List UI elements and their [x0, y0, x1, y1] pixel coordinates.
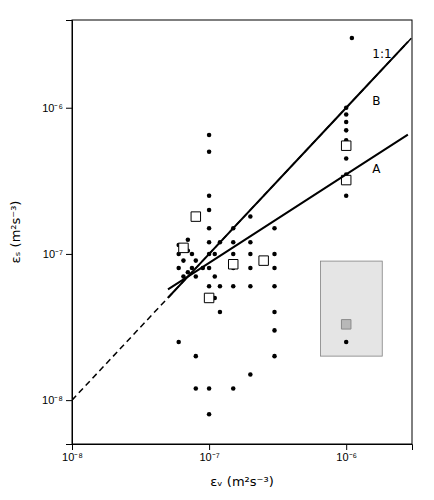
tick-label: 10⁻⁶ — [42, 102, 63, 114]
dot — [213, 274, 218, 279]
tick-mark — [209, 444, 210, 450]
dot — [218, 310, 223, 315]
tick-label: 10⁻⁸ — [62, 451, 83, 463]
dot — [207, 240, 212, 245]
dot — [350, 36, 355, 41]
dot — [272, 354, 277, 359]
line — [168, 135, 408, 290]
square-marker — [259, 256, 268, 265]
shaded-region — [321, 261, 383, 356]
square-marker — [191, 212, 200, 221]
square-marker — [179, 243, 188, 252]
tick-label: 10⁻⁷ — [43, 248, 63, 260]
dot — [213, 252, 218, 257]
tick-label: 10⁻⁷ — [199, 451, 219, 463]
dot — [344, 193, 349, 198]
tick: 10⁻⁸ — [62, 444, 83, 463]
dot — [248, 252, 253, 257]
dot — [272, 328, 277, 333]
dot — [272, 252, 277, 257]
line-label: A — [372, 162, 381, 176]
axis-line — [73, 445, 413, 451]
dot — [272, 284, 277, 289]
plot-area: 10⁻⁸ 10⁻⁷ 10⁻⁶ 10⁻⁸ 10⁻⁷ 10⁻⁶ εᵥ (m²s⁻³) εₛ (m²… — [8, 20, 413, 489]
line — [168, 42, 408, 298]
square-marker — [341, 320, 350, 329]
line-label: B — [372, 94, 380, 108]
y-axis-title: εₛ (m²s⁻³) — [8, 201, 23, 264]
dot — [176, 340, 181, 345]
dot — [344, 128, 349, 133]
square-marker — [204, 293, 213, 302]
tick-mark — [66, 108, 72, 109]
dot — [207, 266, 212, 271]
axis-line — [66, 21, 73, 445]
dot — [181, 258, 186, 263]
dot — [248, 240, 253, 245]
dot — [248, 284, 253, 289]
dot — [207, 226, 212, 231]
tick-label: 10⁻⁶ — [336, 451, 357, 463]
plot-frame — [72, 20, 412, 444]
dot — [207, 149, 212, 154]
dot — [272, 310, 277, 315]
dot — [344, 112, 349, 117]
tick: 10⁻⁶ — [42, 102, 72, 114]
dot — [207, 193, 212, 198]
chart: 10⁻⁸ 10⁻⁷ 10⁻⁶ 10⁻⁸ 10⁻⁷ 10⁻⁶ εᵥ (m²s⁻³) εₛ (m²… — [0, 0, 434, 500]
line — [72, 38, 412, 401]
dot — [194, 258, 199, 263]
tick: 10⁻⁸ — [42, 394, 72, 406]
dot — [207, 133, 212, 138]
marks — [72, 36, 412, 417]
line-label: 1:1 — [372, 47, 391, 61]
tick-label: 10⁻⁸ — [42, 394, 63, 406]
dot — [231, 386, 236, 391]
square-marker — [341, 141, 350, 150]
x-axis: 10⁻⁸ 10⁻⁷ 10⁻⁶ — [62, 444, 412, 463]
tick-mark — [66, 400, 72, 401]
dot — [231, 284, 236, 289]
dot — [248, 214, 253, 219]
x-axis-title: εᵥ (m²s⁻³) — [210, 474, 273, 489]
dot — [231, 240, 236, 245]
dot — [207, 284, 212, 289]
dot — [190, 252, 195, 257]
dot — [248, 372, 253, 377]
dot — [207, 208, 212, 213]
dot — [272, 266, 277, 271]
tick-mark — [346, 444, 347, 450]
tick: 10⁻⁷ — [43, 248, 72, 260]
dot — [194, 354, 199, 359]
dot — [218, 284, 223, 289]
tick-mark — [66, 254, 72, 255]
dot — [248, 266, 253, 271]
dot — [344, 156, 349, 161]
dot — [207, 386, 212, 391]
dot — [176, 266, 181, 271]
dot — [344, 120, 349, 125]
tick: 10⁻⁷ — [199, 444, 219, 463]
tick: 10⁻⁶ — [336, 444, 357, 463]
y-axis: 10⁻⁸ 10⁻⁷ 10⁻⁶ — [42, 21, 72, 445]
dot — [186, 238, 191, 243]
square-marker — [228, 260, 237, 269]
dot — [194, 386, 199, 391]
dot — [272, 226, 277, 231]
dot — [207, 412, 212, 417]
dot — [344, 340, 349, 345]
dot — [231, 252, 236, 257]
dot — [194, 274, 199, 279]
